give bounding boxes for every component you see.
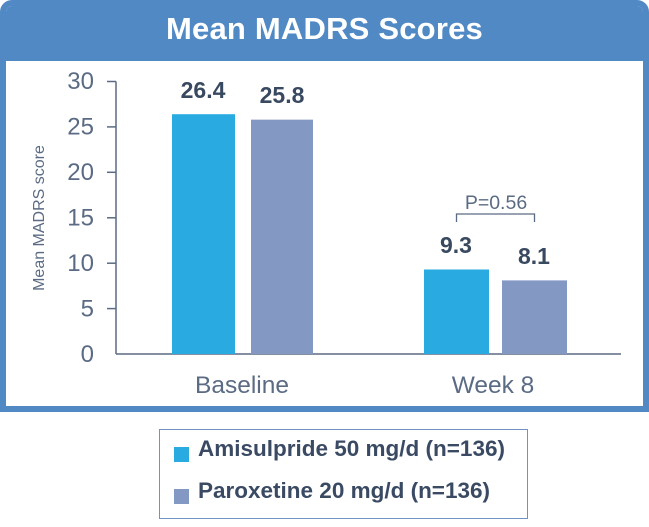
svg-text:9.3: 9.3 [440,232,472,258]
svg-text:P=0.56: P=0.56 [465,192,527,214]
svg-text:15: 15 [67,205,94,232]
svg-text:5: 5 [81,296,94,323]
svg-text:26.4: 26.4 [181,77,226,103]
svg-text:20: 20 [67,159,94,186]
svg-text:25.8: 25.8 [260,82,305,108]
svg-text:30: 30 [67,68,94,95]
svg-text:Baseline: Baseline [195,372,289,399]
svg-text:Week 8: Week 8 [452,372,535,399]
svg-text:10: 10 [67,250,94,277]
svg-text:8.1: 8.1 [518,243,550,269]
svg-text:25: 25 [67,114,94,141]
svg-text:0: 0 [81,341,94,368]
svg-text:Mean MADRS score: Mean MADRS score [31,145,48,291]
